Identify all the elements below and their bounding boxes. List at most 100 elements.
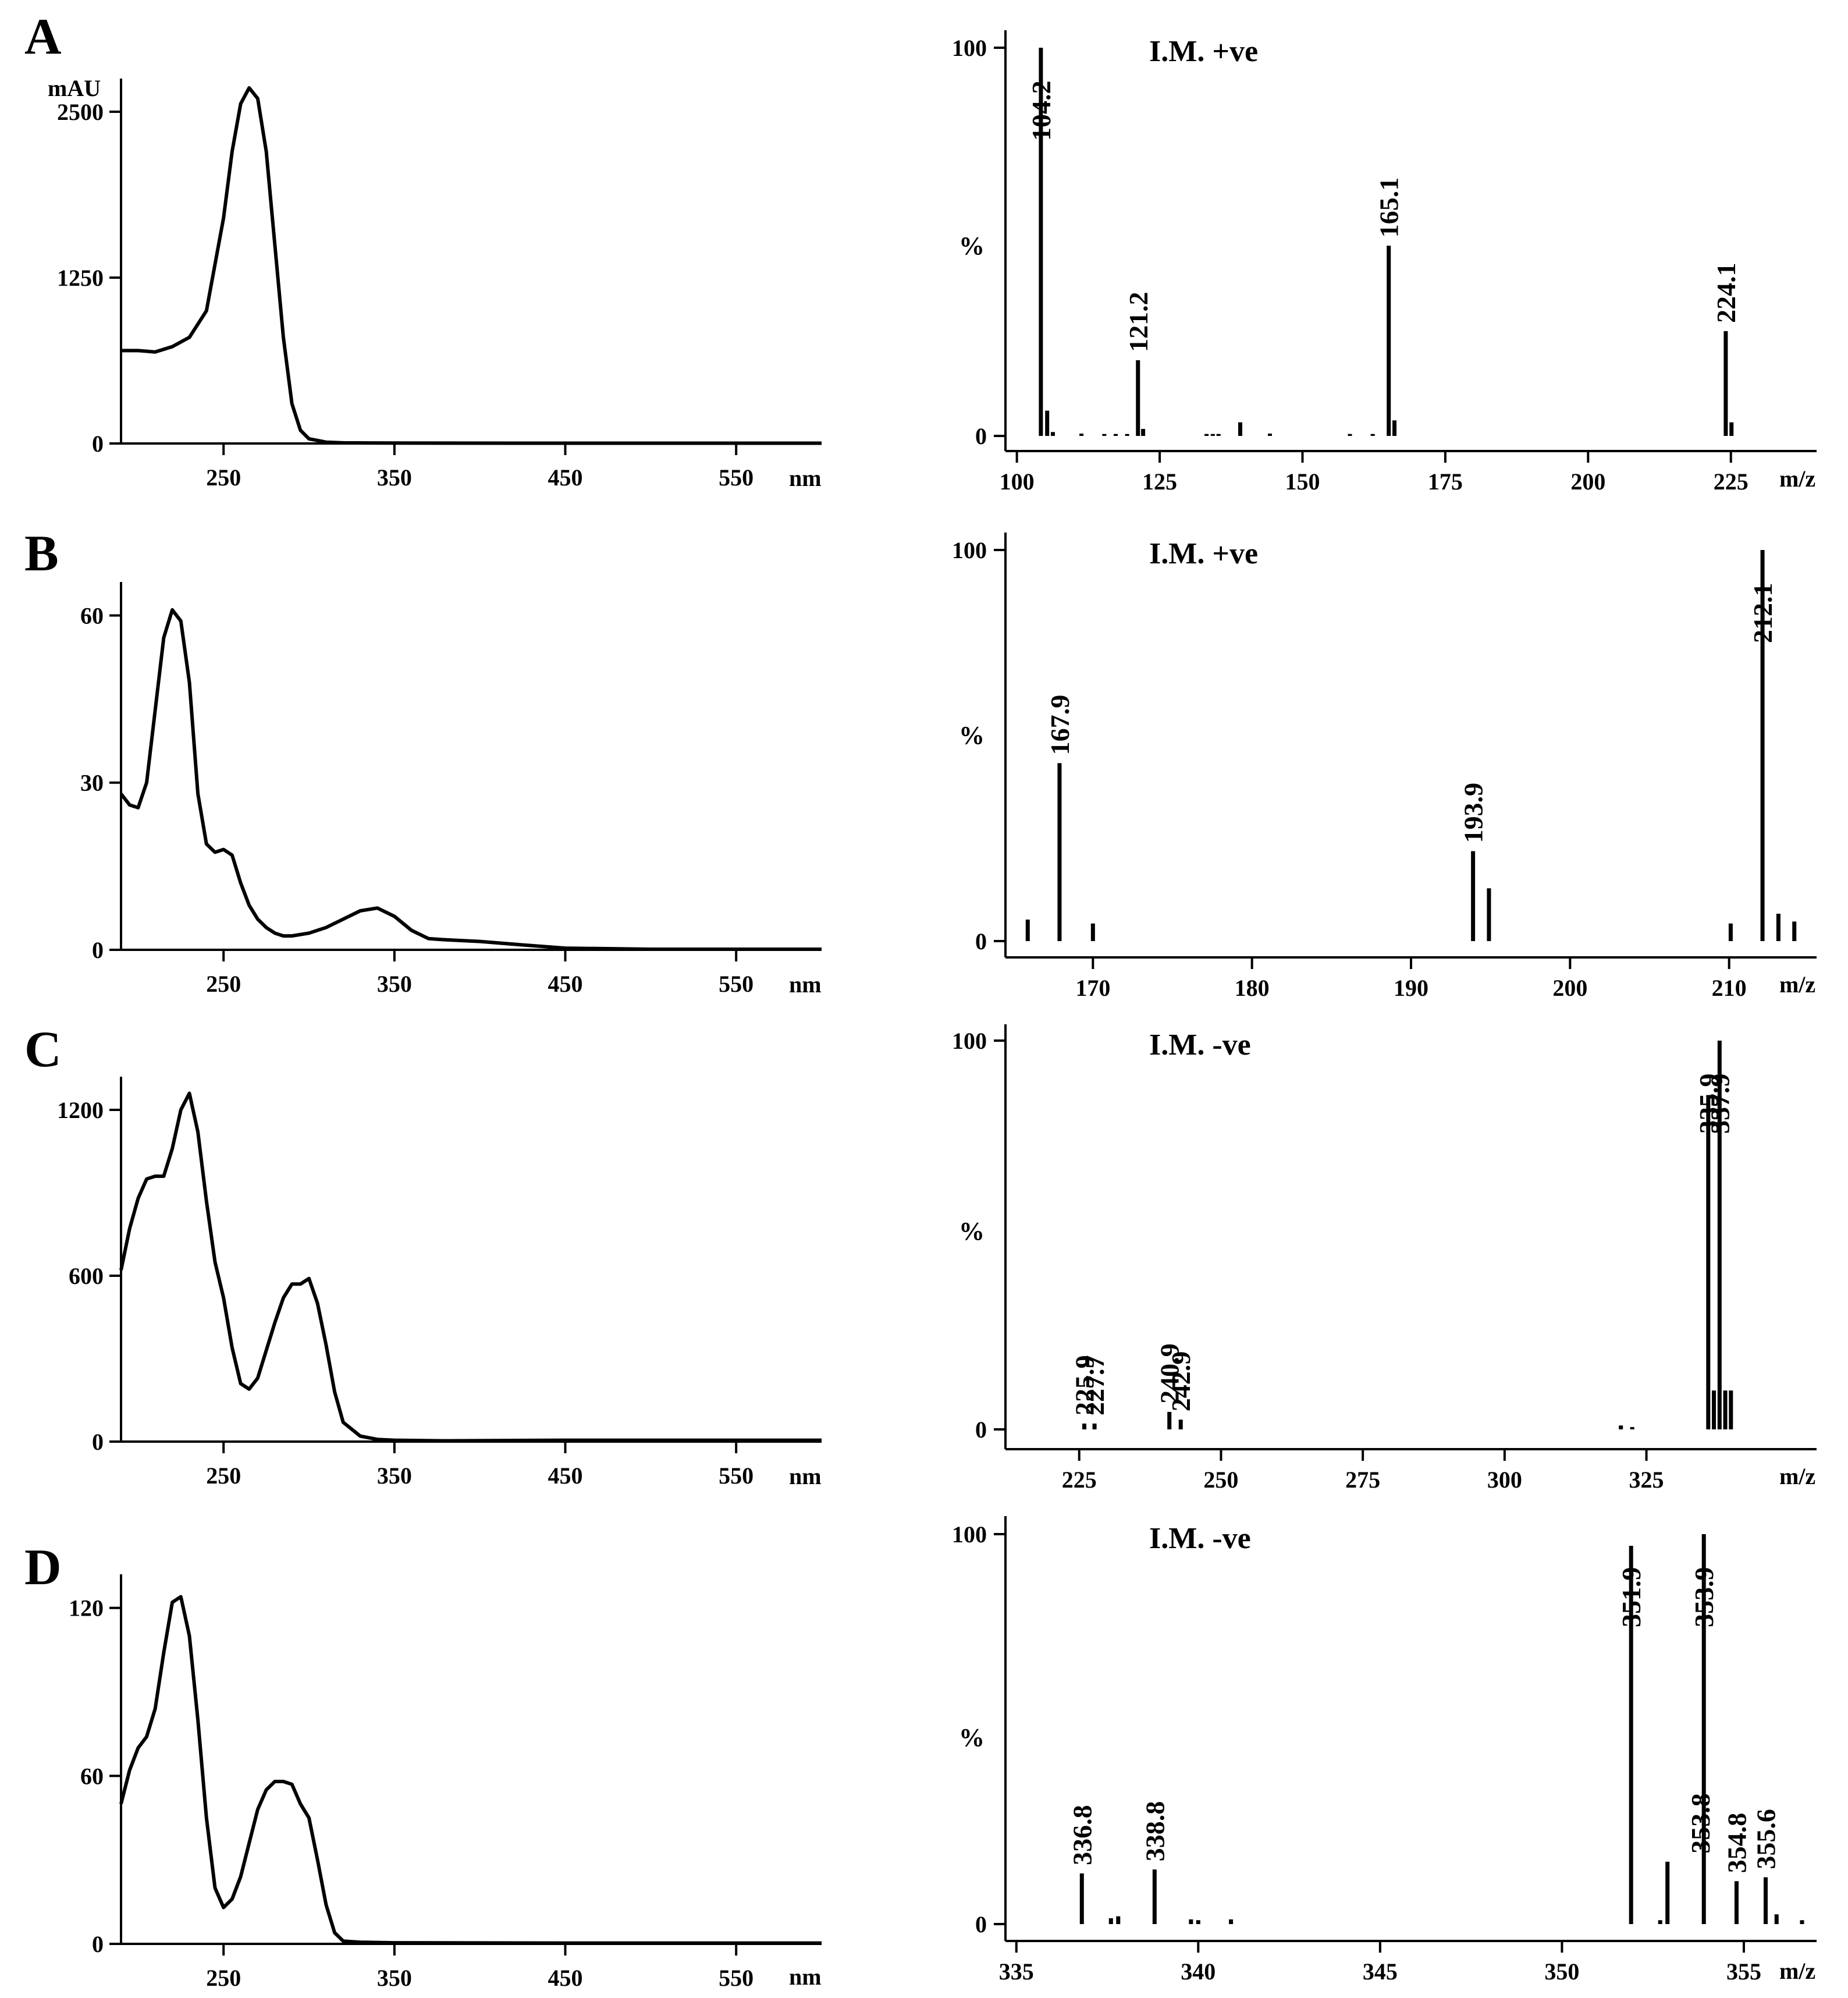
uv-y-tick-label: 600 xyxy=(69,1263,104,1289)
ms-peak-label: 193.9 xyxy=(1459,783,1488,843)
ms-peak-bar xyxy=(1629,1546,1633,1924)
ms-x-tick-label: 335 xyxy=(999,1958,1034,1985)
uv-curve-a xyxy=(121,86,822,445)
ms-peak-label: 224.1 xyxy=(1711,262,1741,323)
uv-y-tick-label: 1200 xyxy=(57,1097,104,1123)
ms-peak-bar xyxy=(1665,1861,1670,1924)
ms-x-unit-c: m/z xyxy=(1779,1463,1815,1489)
ms-peak-label: 354.8 xyxy=(1722,1813,1752,1873)
ms-peak-bar xyxy=(1706,1095,1711,1429)
ms-peak-label: 338.8 xyxy=(1140,1801,1170,1862)
uv-x-tick-label: 350 xyxy=(377,1965,412,1991)
uv-x-tick-label: 350 xyxy=(377,1463,412,1489)
ms-peak-bar xyxy=(1178,1419,1183,1429)
ms-peak-bar xyxy=(1216,434,1221,436)
ms-peak-bar xyxy=(1045,410,1050,436)
uv-x-tick-label: 250 xyxy=(206,971,241,997)
ms-peak-bar xyxy=(1728,923,1733,941)
ms-peak-label: 167.9 xyxy=(1045,695,1075,755)
ms-peak-bar xyxy=(1050,432,1055,436)
ms-peak-bar xyxy=(1167,1411,1172,1429)
ms-peak-bar xyxy=(1196,1920,1200,1924)
uv-chart-a: mAU 0 1250 2500 250 350 450 550 nm xyxy=(48,75,822,491)
ms-x-tick-label: 200 xyxy=(1570,469,1605,495)
uv-x-unit-c: nm xyxy=(789,1463,822,1489)
uv-y-tick-label: 120 xyxy=(69,1595,104,1621)
ms-peak-bar xyxy=(1619,1425,1623,1429)
ms-peak-bar xyxy=(1079,433,1084,436)
panel-letter-a: A xyxy=(24,9,62,65)
ms-peak-bar xyxy=(1729,1390,1733,1429)
ms-peak-label: 335.9 xyxy=(1694,1074,1723,1134)
ms-title-d: I.M. -ve xyxy=(1149,1522,1251,1555)
ms-peak-bar xyxy=(1760,550,1765,941)
uv-y-tick-label: 0 xyxy=(92,937,104,963)
uv-x-tick-label: 250 xyxy=(206,464,241,491)
panel-c: C 0 600 1200 250 350 450 550 nm % 100 0 225 25… xyxy=(24,1021,1817,1493)
uv-x-tick-label: 550 xyxy=(719,971,754,997)
uv-y-unit-a: mAU xyxy=(48,75,101,101)
ms-peak-bar xyxy=(1113,434,1118,436)
ms-peak-bar xyxy=(1392,420,1397,436)
uv-x-unit-a: nm xyxy=(789,465,822,491)
ms-peak-bar xyxy=(1630,1426,1634,1429)
ms-peak-bar xyxy=(1776,913,1781,941)
ms-peak-label: 227.7 xyxy=(1080,1355,1110,1416)
ms-x-tick-label: 225 xyxy=(1062,1467,1097,1493)
ms-peak-bar xyxy=(1487,888,1491,941)
ms-peak-bar xyxy=(1204,434,1209,436)
ms-y-tick-0-a: 0 xyxy=(975,423,987,449)
ms-chart-a: % 100 0 100 125 150 175 200 225 104.2 121.2 165… xyxy=(952,30,1817,495)
ms-x-tick-label: 275 xyxy=(1345,1467,1380,1493)
ms-peak-label: 240.9 xyxy=(1155,1343,1185,1404)
ms-x-tick-label: 250 xyxy=(1203,1467,1238,1493)
ms-peak-bar xyxy=(1792,921,1797,941)
ms-peak-bar xyxy=(1108,1918,1113,1924)
ms-peak-bar xyxy=(1800,1920,1804,1924)
uv-y-tick-label: 0 xyxy=(92,431,104,457)
ms-peak-bar xyxy=(1116,1916,1121,1924)
ms-y-tick-100-d: 100 xyxy=(952,1521,987,1548)
ms-peak-bar xyxy=(1723,331,1728,436)
ms-peak-bar xyxy=(1152,1869,1157,1924)
ms-y-tick-100-a: 100 xyxy=(952,35,987,61)
ms-peak-bar xyxy=(1729,422,1734,436)
ms-peak-bar xyxy=(1092,1423,1097,1429)
ms-x-tick-label: 345 xyxy=(1363,1958,1398,1985)
uv-x-tick-label: 550 xyxy=(719,464,754,491)
ms-peak-bar xyxy=(1370,434,1375,436)
uv-x-tick-label: 450 xyxy=(548,1965,583,1991)
ms-peak-bar xyxy=(1189,1919,1193,1924)
ms-peak-bar xyxy=(1348,434,1352,436)
ms-y-label-c: % xyxy=(959,1217,985,1245)
ms-x-tick-label: 200 xyxy=(1552,975,1587,1001)
ms-peak-bar xyxy=(1238,422,1242,436)
uv-chart-d: 0 60 120 250 350 450 550 nm xyxy=(69,1574,822,1991)
ms-peak-label: 351.9 xyxy=(1616,1567,1646,1628)
ms-peak-bar xyxy=(1268,433,1273,436)
uv-x-tick-label: 350 xyxy=(377,464,412,491)
ms-y-label-a: % xyxy=(959,232,985,260)
ms-x-tick-label: 300 xyxy=(1487,1467,1522,1493)
ms-x-tick-label: 225 xyxy=(1714,469,1749,495)
panel-d: D 0 60 120 250 350 450 550 nm % 100 0 335 340 3… xyxy=(24,1516,1817,1991)
ms-peak-bar xyxy=(1471,851,1476,941)
ms-peak-bar xyxy=(1658,1920,1662,1924)
uv-curve-c xyxy=(119,1091,822,1443)
ms-y-tick-100-b: 100 xyxy=(952,537,987,563)
uv-x-tick-label: 350 xyxy=(377,971,412,997)
ms-x-tick-label: 190 xyxy=(1394,975,1428,1001)
ms-peak-label: 212.1 xyxy=(1748,583,1778,644)
ms-title-c: I.M. -ve xyxy=(1149,1028,1251,1062)
ms-x-unit-a: m/z xyxy=(1779,466,1815,492)
ms-peak-bar xyxy=(1717,1041,1722,1429)
ms-y-label-b: % xyxy=(959,721,985,750)
ms-x-tick-label: 350 xyxy=(1544,1958,1579,1985)
ms-peak-label: 104.2 xyxy=(1026,81,1056,141)
ms-peak-bar xyxy=(1387,246,1391,436)
uv-x-tick-label: 250 xyxy=(206,1463,241,1489)
ms-peak-bar xyxy=(1763,1877,1768,1924)
